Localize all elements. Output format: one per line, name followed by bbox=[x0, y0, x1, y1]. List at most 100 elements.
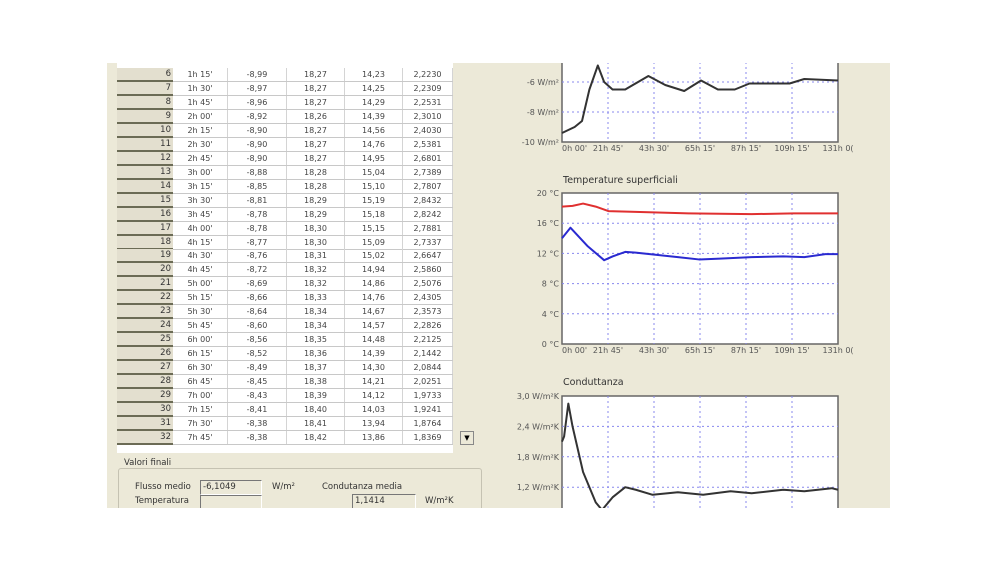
table-cell: 1,9733 bbox=[403, 389, 453, 403]
table-cell: 18,27 bbox=[287, 95, 345, 109]
table-cell: 14,25 bbox=[345, 81, 403, 95]
table-row[interactable]: 9 2h 00' -8,92 18,26 14,39 2,3010 bbox=[117, 109, 453, 124]
table-row[interactable]: 17 4h 00' -8,78 18,30 15,15 2,7881 bbox=[117, 221, 453, 236]
table-row[interactable]: 32 7h 45' -8,38 18,42 13,86 1,8369 bbox=[117, 430, 453, 445]
table-cell: 14,12 bbox=[345, 389, 403, 403]
table-row[interactable]: 26 6h 15' -8,52 18,36 14,39 2,1442 bbox=[117, 347, 453, 362]
row-header[interactable]: 18 bbox=[117, 235, 173, 250]
table-cell: -8,78 bbox=[228, 221, 287, 235]
table-row[interactable]: 21 5h 00' -8,69 18,32 14,86 2,5076 bbox=[117, 277, 453, 292]
table-row[interactable]: 22 5h 15' -8,66 18,33 14,76 2,4305 bbox=[117, 291, 453, 306]
table-cell: -8,90 bbox=[228, 123, 287, 137]
table-row[interactable]: 14 3h 15' -8,85 18,28 15,10 2,7807 bbox=[117, 179, 453, 194]
table-cell: 18,30 bbox=[287, 221, 345, 235]
table-cell: 14,76 bbox=[345, 291, 403, 305]
table-cell: 1,8764 bbox=[403, 417, 453, 430]
table-row[interactable]: 30 7h 15' -8,41 18,40 14,03 1,9241 bbox=[117, 403, 453, 418]
table-row[interactable]: 10 2h 15' -8,90 18,27 14,56 2,4030 bbox=[117, 123, 453, 138]
row-header[interactable]: 30 bbox=[117, 403, 173, 418]
chart-title-temperature: Temperature superficiali bbox=[563, 175, 678, 186]
table-row[interactable]: 23 5h 30' -8,64 18,34 14,67 2,3573 bbox=[117, 305, 453, 320]
table-row[interactable]: 25 6h 00' -8,56 18,35 14,48 2,2125 bbox=[117, 333, 453, 348]
table-cell: 18,31 bbox=[287, 249, 345, 263]
row-header[interactable]: 20 bbox=[117, 263, 173, 278]
row-header[interactable]: 9 bbox=[117, 109, 173, 124]
row-header[interactable]: 26 bbox=[117, 347, 173, 362]
table-cell: -8,99 bbox=[228, 68, 287, 81]
row-header[interactable]: 16 bbox=[117, 207, 173, 222]
table-row[interactable]: 28 6h 45' -8,45 18,38 14,21 2,0251 bbox=[117, 375, 453, 390]
table-row[interactable]: 29 7h 00' -8,43 18,39 14,12 1,9733 bbox=[117, 389, 453, 404]
table-row[interactable]: 13 3h 00' -8,88 18,28 15,04 2,7389 bbox=[117, 165, 453, 180]
table-cell: 3h 00' bbox=[173, 165, 228, 179]
table-row[interactable]: 16 3h 45' -8,78 18,29 15,18 2,8242 bbox=[117, 207, 453, 222]
table-cell: 2,5381 bbox=[403, 137, 453, 151]
row-header[interactable]: 29 bbox=[117, 389, 173, 404]
series-line bbox=[561, 402, 839, 508]
table-cell: 18,39 bbox=[287, 389, 345, 403]
table-cell: 18,30 bbox=[287, 235, 345, 249]
row-header[interactable]: 31 bbox=[117, 417, 173, 431]
row-header[interactable]: 17 bbox=[117, 221, 173, 236]
table-cell: 13,94 bbox=[345, 417, 403, 430]
row-header[interactable]: 11 bbox=[117, 137, 173, 152]
table-cell: 2,3010 bbox=[403, 109, 453, 123]
scroll-down-button[interactable]: ▼ bbox=[460, 431, 474, 445]
table-cell: 7h 30' bbox=[173, 417, 228, 430]
table-cell: 6h 00' bbox=[173, 333, 228, 347]
table-row[interactable]: 15 3h 30' -8,81 18,29 15,19 2,8432 bbox=[117, 193, 453, 208]
table-row[interactable]: 31 7h 30' -8,38 18,41 13,94 1,8764 bbox=[117, 417, 453, 431]
row-header[interactable]: 6 bbox=[117, 68, 173, 82]
row-header[interactable]: 12 bbox=[117, 151, 173, 166]
flux-field[interactable]: -6,1049 bbox=[200, 480, 262, 495]
conductance-field[interactable]: 1,1414 bbox=[352, 494, 416, 508]
row-header[interactable]: 21 bbox=[117, 277, 173, 292]
table-cell: 6h 15' bbox=[173, 347, 228, 361]
table-cell: 14,21 bbox=[345, 375, 403, 389]
table-cell: 18,33 bbox=[287, 291, 345, 305]
table-cell: 1h 30' bbox=[173, 81, 228, 95]
y-tick-label: 3,0 W/m²K bbox=[517, 392, 560, 401]
flux-unit: W/m² bbox=[272, 482, 295, 492]
table-cell: 2,2125 bbox=[403, 333, 453, 347]
table-cell: 18,34 bbox=[287, 305, 345, 319]
table-cell: 18,26 bbox=[287, 109, 345, 123]
table-cell: -8,90 bbox=[228, 137, 287, 151]
row-header[interactable]: 23 bbox=[117, 305, 173, 320]
row-header[interactable]: 24 bbox=[117, 319, 173, 334]
row-header[interactable]: 15 bbox=[117, 193, 173, 208]
row-header[interactable]: 25 bbox=[117, 333, 173, 348]
table-row[interactable]: 20 4h 45' -8,72 18,32 14,94 2,5860 bbox=[117, 263, 453, 278]
table-row[interactable]: 27 6h 30' -8,49 18,37 14,30 2,0844 bbox=[117, 361, 453, 376]
row-header[interactable]: 10 bbox=[117, 123, 173, 138]
table-row[interactable]: 6 1h 15' -8,99 18,27 14,23 2,2230 bbox=[117, 68, 453, 82]
table-cell: 18,27 bbox=[287, 151, 345, 165]
row-header[interactable]: 14 bbox=[117, 179, 173, 194]
row-header[interactable]: 27 bbox=[117, 361, 173, 376]
row-header[interactable]: 7 bbox=[117, 81, 173, 96]
flux-label: Flusso medio bbox=[135, 482, 191, 492]
row-header[interactable]: 13 bbox=[117, 165, 173, 180]
row-header[interactable]: 28 bbox=[117, 375, 173, 390]
conductance-unit: W/m²K bbox=[425, 496, 454, 506]
row-header[interactable]: 22 bbox=[117, 291, 173, 306]
row-header[interactable]: 8 bbox=[117, 95, 173, 110]
row-header[interactable]: 32 bbox=[117, 430, 173, 445]
table-row[interactable]: 11 2h 30' -8,90 18,27 14,76 2,5381 bbox=[117, 137, 453, 152]
table-cell: 3h 30' bbox=[173, 193, 228, 207]
table-row[interactable]: 18 4h 15' -8,77 18,30 15,09 2,7337 bbox=[117, 235, 453, 250]
temperature-field[interactable] bbox=[200, 495, 262, 508]
table-row[interactable]: 8 1h 45' -8,96 18,27 14,29 2,2531 bbox=[117, 95, 453, 110]
table-cell: 4h 15' bbox=[173, 235, 228, 249]
table-cell: 2,0251 bbox=[403, 375, 453, 389]
table-cell: 2,7807 bbox=[403, 179, 453, 193]
table-row[interactable]: 19 4h 30' -8,76 18,31 15,02 2,6647 bbox=[117, 249, 453, 264]
table-row[interactable]: 7 1h 30' -8,97 18,27 14,25 2,2309 bbox=[117, 81, 453, 96]
row-header[interactable]: 19 bbox=[117, 249, 173, 264]
table-cell: 3h 45' bbox=[173, 207, 228, 221]
series-line bbox=[561, 226, 838, 262]
data-table[interactable]: 6 1h 15' -8,99 18,27 14,23 2,2230 7 1h 30' -8,97… bbox=[117, 63, 453, 453]
table-row[interactable]: 12 2h 45' -8,90 18,27 14,95 2,6801 bbox=[117, 151, 453, 166]
y-tick-label: 20 °C bbox=[537, 189, 560, 198]
table-row[interactable]: 24 5h 45' -8,60 18,34 14,57 2,2826 bbox=[117, 319, 453, 334]
